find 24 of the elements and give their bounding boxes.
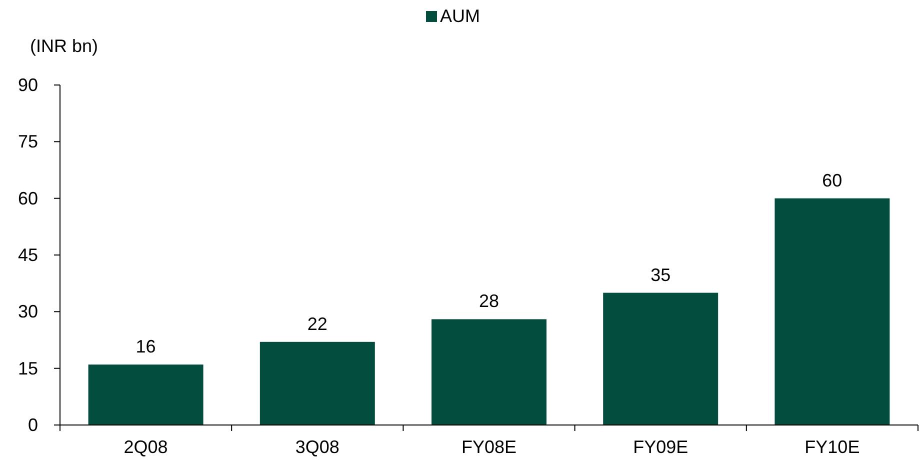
y-tick-label: 45: [18, 245, 38, 265]
data-label: 28: [478, 291, 500, 312]
bar: [260, 342, 375, 425]
y-tick-label: 75: [18, 132, 38, 152]
data-label: 22: [307, 314, 328, 334]
legend-label: AUM: [440, 6, 480, 26]
bar: [88, 364, 204, 425]
x-tick-label: FY10E: [804, 437, 860, 457]
bar: [603, 292, 718, 425]
y-tick-label: 30: [18, 302, 38, 322]
y-tick-label: 60: [18, 188, 38, 208]
y-tick-label: 15: [18, 358, 38, 378]
data-label: 16: [136, 336, 156, 357]
y-tick-label: 90: [18, 75, 38, 95]
x-tick-label: FY09E: [633, 437, 688, 457]
x-tick-label: 2Q08: [124, 437, 168, 457]
x-tick-label: FY08E: [461, 437, 517, 457]
bar: [432, 319, 546, 425]
y-tick-label: 0: [28, 415, 38, 435]
bar: [774, 198, 890, 425]
x-tick-label: 3Q08: [295, 437, 340, 457]
data-label: 60: [822, 170, 842, 190]
data-label: 35: [650, 264, 671, 285]
y-axis-title: (INR bn): [30, 36, 98, 56]
